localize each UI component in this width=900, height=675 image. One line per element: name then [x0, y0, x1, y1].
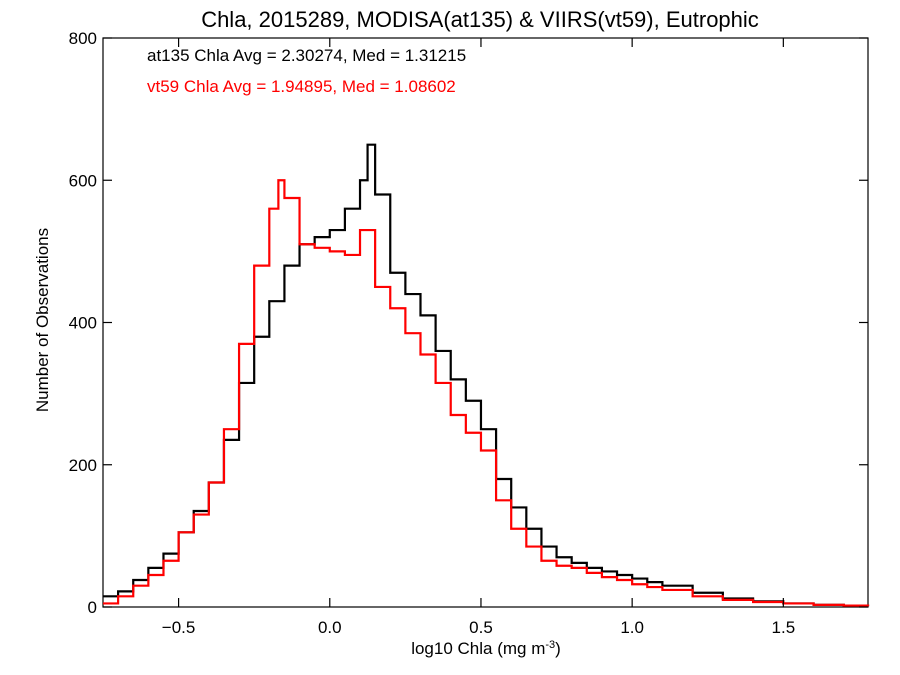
y-tick-label: 200 — [69, 456, 97, 475]
y-axis-ticks: 0 200 400 600 800 — [69, 29, 868, 617]
series-layer — [103, 143, 870, 607]
y-axis-label: Number of Observations — [33, 228, 52, 412]
x-tick-label: 0.5 — [469, 618, 493, 637]
x-tick-label: 1.5 — [772, 618, 796, 637]
x-axis-label-superscript: -3 — [545, 639, 555, 651]
y-tick-label: 400 — [69, 314, 97, 333]
chart-title: Chla, 2015289, MODISA(at135) & VIIRS(vt5… — [201, 7, 759, 32]
plot-area: −0.5 0.0 0.5 1.0 1.5 0 200 400 600 800 — [69, 29, 870, 637]
y-tick-label: 600 — [69, 171, 97, 190]
x-tick-label: 0.0 — [318, 618, 342, 637]
plot-frame — [102, 37, 869, 608]
y-tick-label: 0 — [88, 598, 97, 617]
x-axis-label-main: log10 Chla (mg m — [411, 639, 545, 658]
annotation-vt59: vt59 Chla Avg = 1.94895, Med = 1.08602 — [147, 77, 456, 96]
x-axis-ticks: −0.5 0.0 0.5 1.0 1.5 — [162, 38, 795, 637]
x-tick-label: −0.5 — [162, 618, 196, 637]
y-tick-label: 800 — [69, 29, 97, 48]
series-line-vt59 — [103, 179, 870, 607]
x-axis-label-end: ) — [555, 639, 561, 658]
x-tick-label: 1.0 — [620, 618, 644, 637]
series-line-at135 — [103, 143, 870, 607]
annotation-at135: at135 Chla Avg = 2.30274, Med = 1.31215 — [147, 46, 466, 65]
x-axis-label: log10 Chla (mg m-3) — [411, 639, 561, 658]
